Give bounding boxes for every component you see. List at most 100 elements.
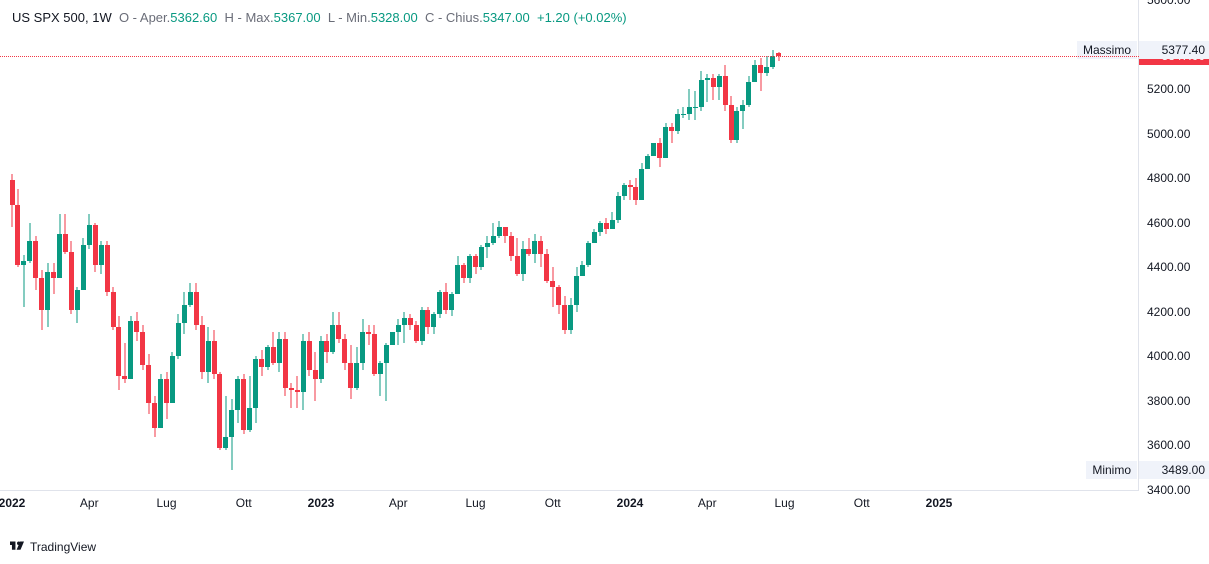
candle[interactable] [372,325,377,376]
candle[interactable] [532,234,537,263]
candle[interactable] [188,283,193,308]
candle[interactable] [378,361,383,397]
candle[interactable] [574,267,579,312]
candle[interactable] [354,347,359,389]
candle[interactable] [473,254,478,274]
candle[interactable] [622,183,627,201]
candle[interactable] [461,263,466,283]
candle[interactable] [693,91,698,120]
candle[interactable] [729,96,734,143]
candle[interactable] [152,396,157,436]
candle[interactable] [485,236,490,258]
candle[interactable] [51,263,56,294]
candle[interactable] [675,109,680,134]
candle[interactable] [616,192,621,223]
candle[interactable] [295,376,300,407]
candle[interactable] [182,292,187,334]
candle[interactable] [366,325,371,345]
candle[interactable] [348,345,353,398]
candle[interactable] [134,312,139,341]
candle[interactable] [253,356,258,423]
candle[interactable] [515,238,520,276]
candle[interactable] [402,312,407,343]
candle[interactable] [289,383,294,408]
candle[interactable] [764,56,769,76]
candle[interactable] [580,261,585,277]
candle[interactable] [283,332,288,397]
candle[interactable] [235,376,240,423]
candle[interactable] [633,178,638,205]
candle[interactable] [479,245,484,270]
candle[interactable] [170,352,175,403]
candle[interactable] [746,76,751,107]
candle[interactable] [651,143,656,152]
candle[interactable] [87,214,92,250]
candle[interactable] [277,332,282,372]
candle[interactable] [586,241,591,268]
candle[interactable] [663,123,668,152]
candle[interactable] [758,58,763,91]
candle[interactable] [752,60,757,71]
candle[interactable] [711,74,716,101]
candle[interactable] [705,74,710,103]
candle[interactable] [455,256,460,294]
candle[interactable] [111,287,116,329]
candle[interactable] [57,214,62,279]
candle[interactable] [699,71,704,111]
candle[interactable] [681,107,686,118]
candle[interactable] [39,270,44,330]
candle[interactable] [122,343,127,383]
candle[interactable] [146,354,151,414]
candle[interactable] [687,89,692,120]
candle[interactable] [360,319,365,370]
candle[interactable] [740,100,745,129]
candle[interactable] [63,214,68,254]
candle[interactable] [657,138,662,167]
candle[interactable] [247,376,252,432]
candle[interactable] [443,283,448,314]
candle[interactable] [116,316,121,390]
candle[interactable] [212,330,217,379]
candle[interactable] [544,249,549,282]
candle[interactable] [15,189,20,267]
candle[interactable] [194,283,199,330]
candle[interactable] [503,227,508,243]
candle[interactable] [431,312,436,334]
candle[interactable] [467,254,472,283]
candle[interactable] [598,221,603,237]
candle[interactable] [229,399,234,470]
candle[interactable] [265,345,270,370]
candle[interactable] [556,285,561,314]
candle[interactable] [99,241,104,274]
candle[interactable] [128,316,133,378]
candle[interactable] [27,223,32,263]
candle[interactable] [645,154,650,167]
candle[interactable] [336,312,341,343]
candle[interactable] [610,212,615,230]
candle[interactable] [313,352,318,401]
candle[interactable] [81,238,86,289]
candle[interactable] [628,180,633,200]
candle[interactable] [604,218,609,234]
candle[interactable] [69,241,74,315]
candle[interactable] [105,241,110,297]
candle[interactable] [526,238,531,256]
candle[interactable] [223,396,228,449]
candle[interactable] [669,123,674,143]
candle[interactable] [319,336,324,383]
candle[interactable] [176,314,181,359]
candle[interactable] [21,255,26,307]
y-axis[interactable]: 3400.003600.003800.004000.004200.004400.… [1138,0,1209,490]
candle[interactable] [164,372,169,419]
candle[interactable] [414,321,419,343]
candle[interactable] [562,296,567,334]
candle[interactable] [342,334,347,370]
candle[interactable] [241,374,246,434]
candle[interactable] [425,307,430,334]
candle[interactable] [45,263,50,328]
candle[interactable] [307,332,312,377]
candle[interactable] [396,319,401,346]
candle[interactable] [639,163,644,201]
candle[interactable] [550,267,555,307]
candle[interactable] [509,232,514,261]
